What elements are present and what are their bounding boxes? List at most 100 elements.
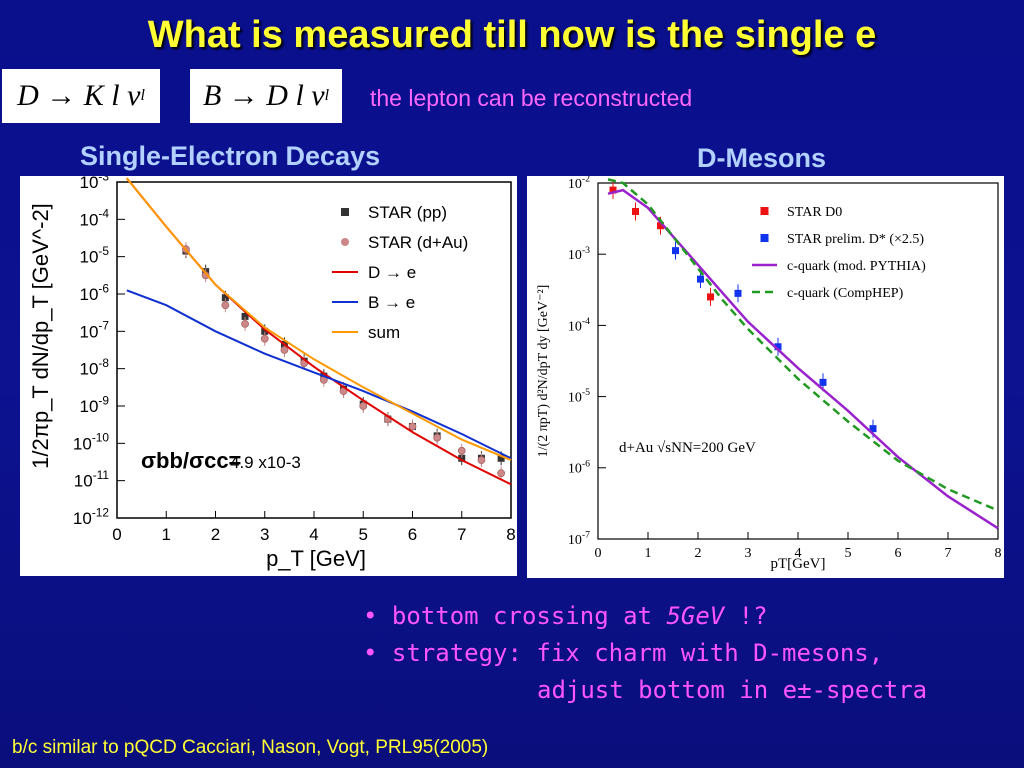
slide-title: What is measured till now is the single … <box>147 14 877 56</box>
sigma-ratio-value: 4.9 x10-3 <box>230 453 301 472</box>
legend-label: c-quark (mod. PYTHIA) <box>787 259 926 274</box>
data-point <box>221 294 229 302</box>
series-line-2 <box>607 188 999 530</box>
x-tick-label: 3 <box>260 525 269 544</box>
data-point <box>280 346 289 354</box>
x-axis-label: p_T [GeV] <box>266 546 366 571</box>
legend-label: B → e <box>368 293 415 312</box>
series-line-2 <box>126 177 512 486</box>
x-tick-label: 4 <box>309 525 318 544</box>
legend-label: STAR (d+Au) <box>368 233 468 252</box>
x-tick-label: 0 <box>112 525 121 544</box>
bullet-bottom-crossing: • bottom crossing at 5GeV !? <box>363 598 927 635</box>
legend-label: STAR (pp) <box>368 203 447 222</box>
data-point <box>260 334 269 343</box>
y-axis-label: 1/2πp_T dN/dp_T [GeV^-2] <box>28 203 53 469</box>
formula-d-text: D → K l ν <box>17 79 141 112</box>
x-tick-label: 0 <box>595 546 602 561</box>
series-line-4 <box>126 177 512 462</box>
x-tick-label: 4 <box>795 546 802 561</box>
y-tick-label: 10-9 <box>80 393 110 416</box>
y-axis-label: 1/(2 πpT) d²N/dpT dy [GeV⁻²] <box>536 285 551 458</box>
dmeson-chart-panel: 0 1 2 3 4 5 6 7 8 10-2 10-3 10-4 10-5 10-6 10-7 STAR D… <box>527 174 1004 578</box>
data-point <box>241 319 249 328</box>
legend-label: STAR prelim. D* (×2.5) <box>787 232 924 247</box>
legend-label: sum <box>368 323 400 342</box>
legend-label: STAR D0 <box>787 205 842 220</box>
y-tick-label: 10-6 <box>80 281 110 304</box>
electron-chart-panel: 0 1 2 3 4 5 6 7 8 10-3 10-4 10-5 10-6 10-7 10-8 10-9 10-… <box>20 169 517 576</box>
y-tick-label: 10-8 <box>80 356 110 379</box>
data-point <box>819 378 827 386</box>
energy-annotation: d+Au √sNN=200 GeV <box>619 440 756 456</box>
legend-swatch <box>760 234 769 242</box>
y-tick-label: 10-7 <box>568 530 590 548</box>
y-tick-label: 10-12 <box>73 505 109 528</box>
x-tick-label: 2 <box>695 546 702 561</box>
data-point <box>632 207 639 215</box>
data-point <box>359 402 368 410</box>
data-point <box>734 289 742 297</box>
data-point <box>609 186 617 194</box>
data-point <box>261 327 269 335</box>
reference-note: b/c similar to pQCD Cacciari, Nason, Vog… <box>12 737 489 758</box>
data-point <box>433 433 442 442</box>
lepton-note: the lepton can be reconstructed <box>370 85 693 111</box>
bullet-strategy-cont: adjust bottom in e±-spectra <box>537 676 928 704</box>
y-tick-label: 10-5 <box>80 244 110 267</box>
section-title-left: Single-Electron Decays <box>80 141 381 171</box>
legend-swatch <box>341 238 349 246</box>
formula-b-sub: l <box>324 87 330 104</box>
x-tick-label: 1 <box>645 546 652 561</box>
x-tick-label: 6 <box>408 525 417 544</box>
x-tick-label: 6 <box>895 546 902 561</box>
legend-label: c-quark (CompHEP) <box>787 286 904 301</box>
x-tick-label: 5 <box>359 525 368 544</box>
y-tick-label: 10-4 <box>80 207 110 230</box>
data-point <box>657 222 664 230</box>
data-point <box>774 343 782 351</box>
legend-swatch <box>760 207 769 215</box>
x-tick-label: 7 <box>945 546 952 561</box>
y-tick-label: 10-3 <box>80 176 110 192</box>
sigma-ratio-label: σbb/σcc= <box>141 448 241 473</box>
y-tick-label: 10-11 <box>74 468 110 491</box>
legend-label: D → e <box>368 263 416 282</box>
data-point <box>458 454 466 462</box>
formula-d-sub: l <box>140 87 145 104</box>
x-tick-label: 8 <box>995 546 1002 561</box>
y-tick-label: 10-7 <box>80 319 110 342</box>
legend-swatch <box>341 208 349 216</box>
bullet-list: • bottom crossing at 5GeV !? • strategy:… <box>363 598 927 709</box>
series-line-3 <box>607 178 999 512</box>
x-tick-label: 1 <box>162 525 171 544</box>
y-tick-label: 10-2 <box>568 176 590 192</box>
x-axis-label: pT[GeV] <box>771 556 826 572</box>
data-point <box>697 275 704 283</box>
y-tick-label: 10-3 <box>568 245 590 263</box>
formula-b-text: B → D l ν <box>202 79 325 112</box>
data-point <box>672 247 679 255</box>
dmeson-spectrum-chart: 0 1 2 3 4 5 6 7 8 10-2 10-3 10-4 10-5 10-6 10-7 STAR D… <box>536 174 1002 572</box>
data-point <box>869 425 877 433</box>
x-tick-label: 5 <box>845 546 852 561</box>
data-point <box>241 312 249 320</box>
y-tick-label: 10-5 <box>568 387 590 405</box>
bullet-1-energy: 5GeV <box>666 602 725 630</box>
bullet-1-text: • bottom crossing at <box>363 602 667 630</box>
data-point <box>497 469 506 478</box>
y-tick-label: 10-10 <box>73 431 109 454</box>
electron-spectrum-chart: 0 1 2 3 4 5 6 7 8 10-3 10-4 10-5 10-6 10-7 10-8 10-9 10-… <box>28 169 516 571</box>
bullet-1-suffix: !? <box>724 602 768 630</box>
x-tick-label: 8 <box>506 525 515 544</box>
x-tick-label: 3 <box>745 546 752 561</box>
x-tick-label: 7 <box>457 525 466 544</box>
data-point <box>457 446 466 455</box>
data-point <box>221 301 230 310</box>
data-point <box>707 293 714 301</box>
data-point <box>408 422 417 431</box>
y-tick-label: 10-4 <box>568 316 590 334</box>
bullet-strategy: • strategy: fix charm with D-mesons, <box>363 639 884 667</box>
